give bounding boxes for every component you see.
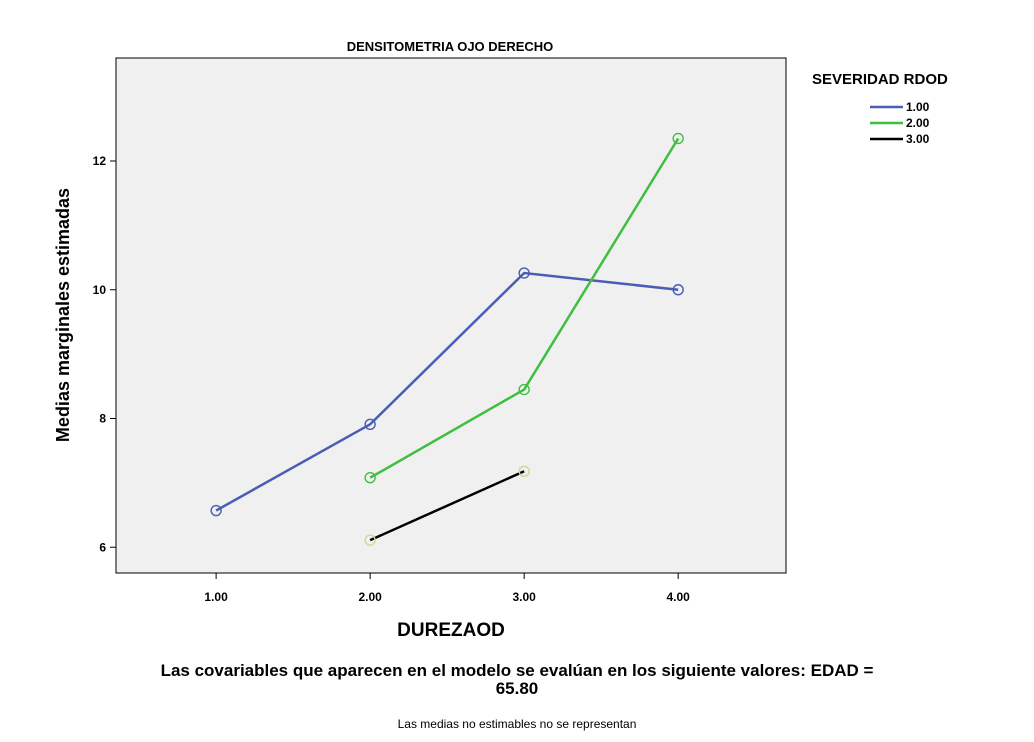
series-3-00-line (369, 470, 525, 542)
legend-label: 3.00 (906, 132, 930, 146)
covariate-note: Las covariables que aparecen en el model… (0, 662, 1034, 698)
y-axis: 6 8 10 12 (93, 154, 116, 554)
y-tick-label: 8 (99, 412, 106, 426)
series-layer (210, 132, 684, 546)
series-3-00-point (364, 534, 376, 546)
series-2-00-point (518, 383, 530, 396)
x-tick-label: 2.00 (358, 590, 382, 604)
legend-label: 2.00 (906, 116, 930, 130)
series-1-00-point (518, 267, 530, 279)
x-tick-label: 4.00 (667, 590, 691, 604)
covariate-note-line-2: 65.80 (495, 679, 539, 698)
legend-label: 1.00 (906, 100, 930, 114)
y-axis-label: Medias marginales estimadas (53, 188, 73, 442)
chart-title: DENSITOMETRIA OJO DERECHO (347, 39, 554, 54)
y-tick-label: 12 (93, 154, 107, 168)
covariate-note-line-1: Las covariables que aparecen en el model… (160, 661, 874, 680)
series-1-00-point (672, 284, 684, 296)
series-2-00-point (364, 472, 376, 484)
legend: SEVERIDAD RDOD 1.00 2.00 3.00 (812, 71, 948, 146)
x-tick-label: 3.00 (512, 590, 536, 604)
y-tick-label: 6 (99, 540, 106, 554)
legend-items: 1.00 2.00 3.00 (870, 100, 930, 146)
x-axis: 1.00 2.00 3.00 4.00 (204, 573, 690, 604)
y-tick-label: 10 (93, 283, 107, 297)
x-axis-label: DUREZAOD (397, 620, 505, 641)
series-2-00-line (369, 137, 680, 479)
non-estimable-note: Las medias no estimables no se represent… (397, 717, 637, 731)
series-1-00-point (210, 504, 222, 517)
plot-area (115, 57, 787, 574)
series-3-00-point (518, 465, 530, 477)
x-tick-label: 1.00 (204, 590, 228, 604)
legend-title: SEVERIDAD RDOD (812, 71, 948, 88)
series-1-00-point (364, 418, 376, 430)
series-2-00-point (672, 132, 684, 145)
series-1-00-line (215, 271, 679, 512)
